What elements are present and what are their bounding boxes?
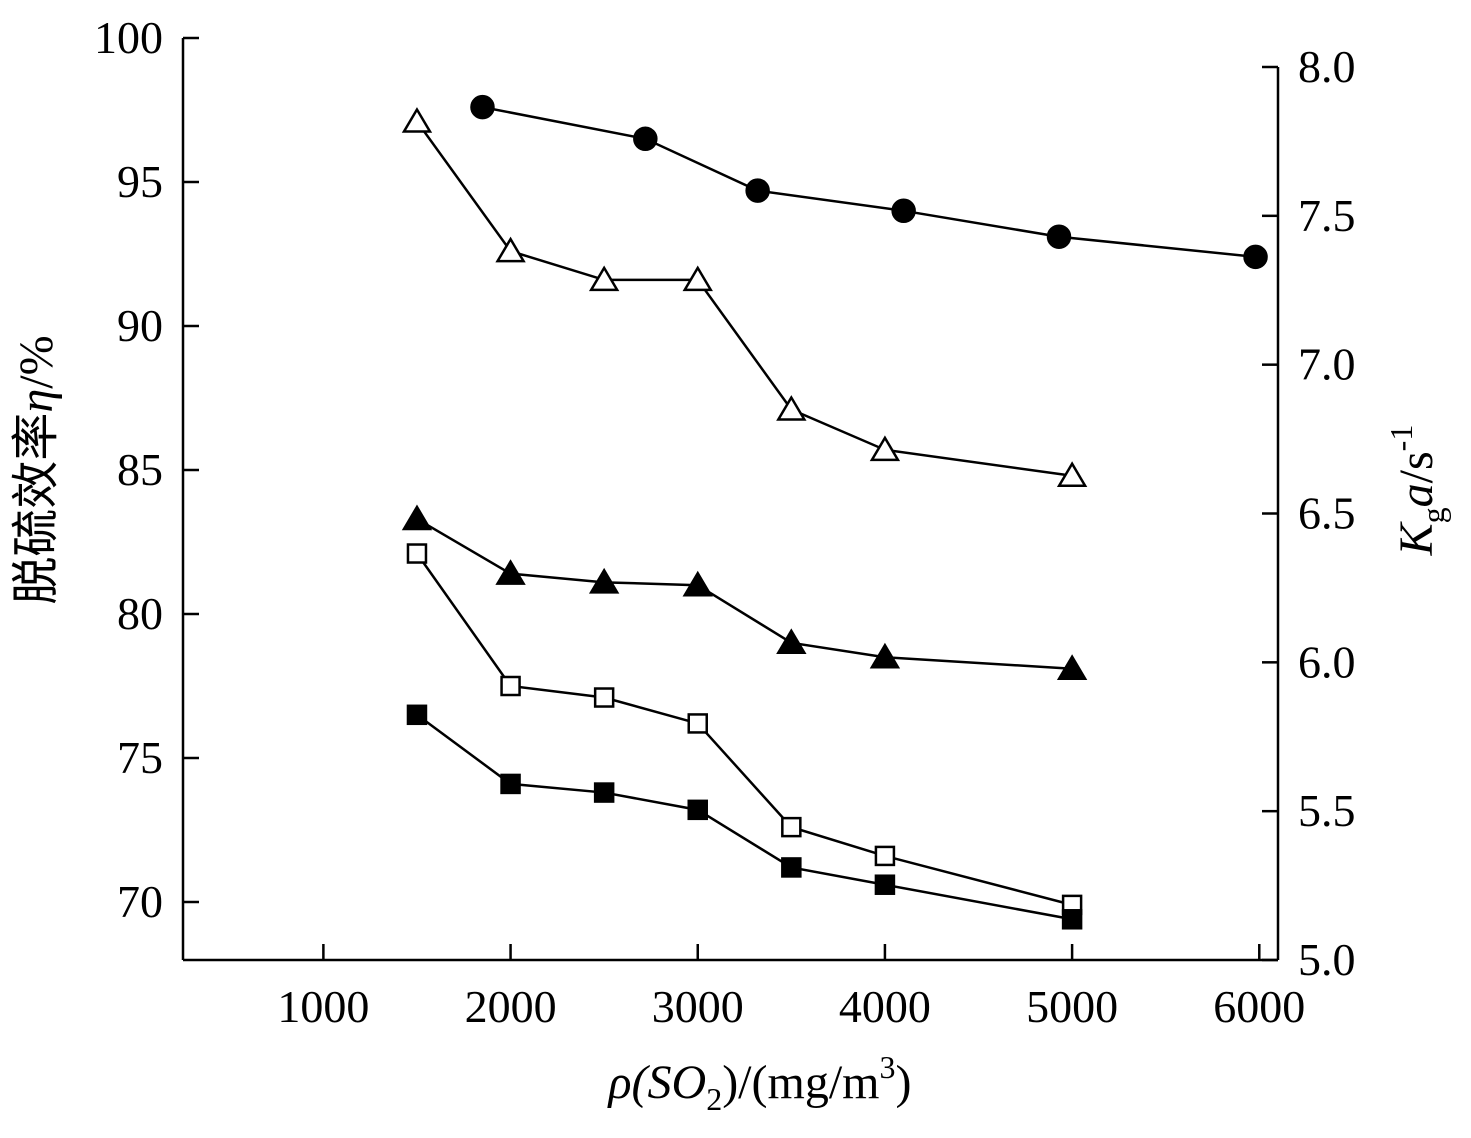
x-tick-label: 6000 [1213,981,1305,1032]
y-right-tick-label: 7.5 [1298,190,1356,241]
series-line [415,120,1073,477]
y-right-tick-label: 7.0 [1298,339,1356,390]
y-left-tick-label: 90 [117,300,163,351]
data-point [495,559,526,585]
x-tick-label: 4000 [839,981,931,1032]
y-left-title-text: 脱硫效率 [10,413,63,605]
data-point [593,782,615,803]
data-point [495,236,526,263]
series-layer [401,94,1268,930]
y-left-tick-label: 70 [117,876,163,927]
data-point [776,628,807,655]
data-point [500,675,521,697]
y-right-tick-label: 5.5 [1298,785,1356,836]
data-point [470,94,495,120]
data-point [588,265,620,292]
data-point [682,265,713,292]
axes [181,38,1280,962]
y-left-tick-label: 80 [117,588,163,639]
x-title-sup: 3 [880,1049,896,1085]
x-tick-label: 1000 [277,981,369,1032]
x-title-sub: 2 [706,1081,722,1117]
data-point [781,857,802,878]
data-point [401,107,433,133]
series-filled-triangle [401,504,1088,680]
x-tick-label: 2000 [465,981,557,1032]
y-left-title-unit: /% [10,335,63,388]
data-point [633,126,658,152]
y-right-axis-title: Kga/s-1 [1383,425,1451,557]
series-line [416,517,1073,670]
y-right-title-a: a [1390,483,1443,507]
y-left-tick-label: 100 [94,12,163,63]
data-point [687,713,708,734]
series-line [482,105,1256,259]
data-point [401,504,433,531]
series-open-triangle [401,107,1088,488]
y-left-axis-title: 脱硫效率η/% [10,335,63,604]
y-right-title-unit: /s [1390,451,1443,483]
x-tick-label: 3000 [652,981,744,1032]
y-left-tick-label: 85 [117,444,163,495]
data-point [500,773,521,795]
data-point [891,198,916,224]
y-right-title-sup: -1 [1383,425,1419,452]
data-point [687,799,708,821]
data-point [869,435,901,462]
data-point [1056,654,1088,680]
series-filled-circle [470,94,1268,270]
series-filled-square [406,704,1083,930]
data-point [869,642,901,669]
data-point [682,570,713,597]
data-point [406,704,428,726]
ticks: 1000 2000 3000 4000 5000 6000 70 75 80 85 90 95 100 5… [94,12,1356,1032]
x-title-mid: )/(mg/m [722,1056,879,1109]
y-right-title-k: K [1390,520,1443,556]
y-left-tick-label: 75 [117,732,163,783]
data-point [874,874,896,895]
y-right-tick-label: 6.0 [1298,636,1356,687]
data-point [745,178,770,203]
data-point [1056,461,1088,488]
data-point [588,567,620,594]
y-right-tick-label: 6.5 [1298,488,1356,539]
x-tick-label: 5000 [1026,981,1118,1032]
y-right-title-sub: g [1415,507,1451,523]
data-point [776,395,807,421]
y-left-title-symbol: η [10,389,63,413]
data-point [406,543,428,564]
data-point [874,845,896,867]
x-axis-title: ρ(SO2)/(mg/m3) [607,1049,912,1117]
data-point [781,816,802,838]
series-line [415,552,1073,907]
x-title-prefix: ρ(SO [607,1056,707,1109]
data-point [1243,244,1268,270]
y-right-tick-label: 8.0 [1298,41,1356,92]
data-point [1061,909,1083,930]
x-title-suffix: ) [896,1056,912,1109]
data-point [593,687,615,708]
series-open-square [406,543,1083,916]
series-line [416,713,1073,921]
y-left-tick-label: 95 [117,156,163,207]
y-right-tick-label: 5.0 [1298,934,1356,985]
data-point [1046,224,1072,249]
